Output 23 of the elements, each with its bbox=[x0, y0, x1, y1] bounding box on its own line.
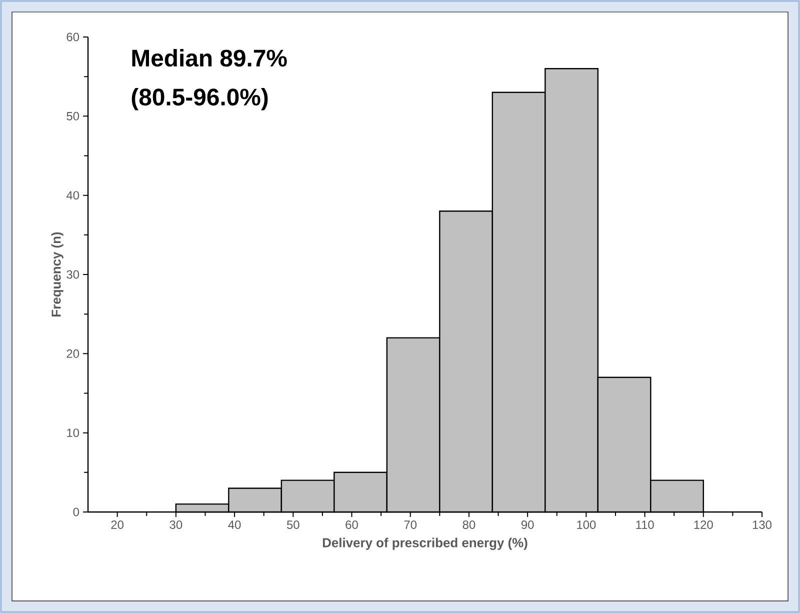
y-tick-label: 0 bbox=[73, 508, 80, 516]
x-tick-label: 90 bbox=[521, 520, 534, 529]
x-tick-label: 40 bbox=[228, 520, 241, 529]
x-tick-label: 20 bbox=[111, 520, 124, 529]
y-tick-label: 40 bbox=[66, 191, 80, 200]
annotation: Median 89.7% bbox=[132, 49, 287, 67]
x-tick-label: 80 bbox=[462, 520, 476, 529]
x-tick-label: 70 bbox=[404, 520, 417, 529]
y-tick-label: 20 bbox=[66, 349, 80, 358]
y-tick-label: 30 bbox=[66, 270, 80, 279]
x-tick-label: 30 bbox=[170, 520, 182, 529]
x-axis-title: Delivery of prescribed energy (%) bbox=[322, 538, 528, 550]
y-tick-label: 10 bbox=[67, 428, 80, 438]
x-tick-label: 130 bbox=[752, 520, 772, 529]
y-axis-title: Frequency (n) bbox=[51, 232, 64, 316]
x-tick-label: 60 bbox=[346, 520, 358, 529]
y-tick-label: 60 bbox=[66, 32, 80, 42]
annotation: (80.5-96.0%) bbox=[132, 88, 268, 110]
x-tick-label: 100 bbox=[577, 520, 596, 529]
y-tick-label: 50 bbox=[66, 112, 80, 120]
x-tick-label: 50 bbox=[286, 520, 300, 529]
x-tick-label: 110 bbox=[636, 520, 654, 529]
x-tick-label: 120 bbox=[694, 520, 713, 529]
